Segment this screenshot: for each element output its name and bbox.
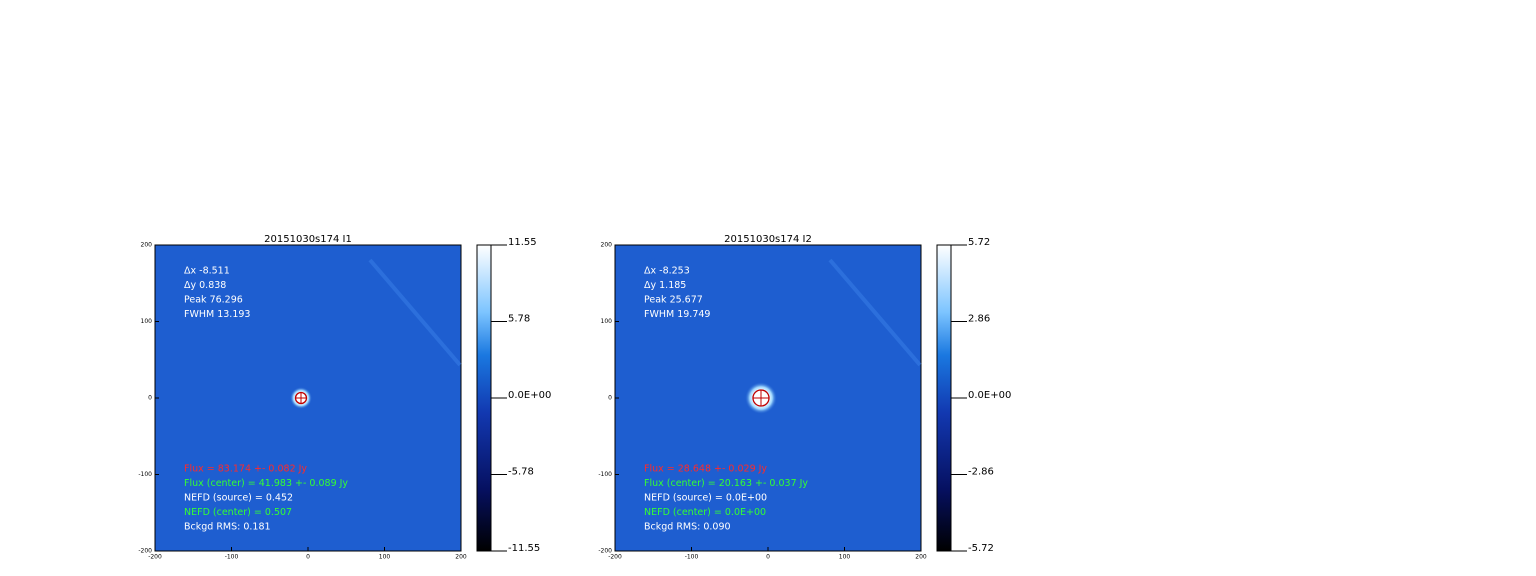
y-tick-label: 100: [601, 318, 613, 325]
colorbar-label: 11.55: [508, 237, 537, 248]
y-tick-label: -200: [138, 548, 152, 555]
annotation: Δy 1.185: [644, 280, 686, 291]
annotation: Flux (center) = 41.983 +- 0.089 Jy: [184, 478, 348, 489]
map-streak: [828, 258, 922, 367]
panel: 20151030s174 I2 200 100 0 -100 -200-200 -100 0 1…: [598, 234, 1011, 561]
annotation: Flux = 83.174 +- 0.082 Jy: [184, 464, 307, 475]
annotation: Δx -8.253: [644, 266, 690, 277]
panel-title: 20151030s174 I2: [724, 234, 812, 245]
colorbar-label: -5.78: [508, 467, 534, 478]
colorbar-label: 0.0E+00: [968, 390, 1011, 401]
x-tick-label: -200: [148, 554, 162, 561]
y-tick-label: -100: [598, 471, 612, 478]
annotation: Bckgd RMS: 0.181: [184, 522, 271, 533]
annotation: Δy 0.838: [184, 280, 226, 291]
y-tick-label: -100: [138, 471, 152, 478]
annotation: Flux = 28.648 +- 0.029 Jy: [644, 464, 767, 475]
y-tick-label: 200: [601, 242, 613, 249]
colorbar-label: 5.72: [968, 237, 990, 248]
x-tick-label: 100: [839, 554, 851, 561]
annotation: NEFD (source) = 0.0E+00: [644, 493, 767, 504]
colorbar-label: 2.86: [968, 314, 990, 325]
x-tick-label: 0: [766, 554, 770, 561]
annotation: FWHM 19.749: [644, 309, 710, 320]
panel-title: 20151030s174 I1: [264, 234, 352, 245]
colorbar: [936, 244, 952, 552]
annotation: Flux (center) = 20.163 +- 0.037 Jy: [644, 478, 808, 489]
map-streak: [368, 258, 462, 367]
y-tick-label: 200: [141, 242, 153, 249]
x-tick-label: -100: [225, 554, 239, 561]
y-tick-label: 0: [148, 395, 152, 402]
colorbar-label: -11.55: [508, 543, 540, 554]
x-tick-label: 200: [915, 554, 927, 561]
y-tick-label: 0: [608, 395, 612, 402]
x-tick-label: 100: [379, 554, 391, 561]
x-tick-label: -100: [685, 554, 699, 561]
colorbar: [476, 244, 492, 552]
colorbar-label: 5.78: [508, 314, 530, 325]
annotation: FWHM 13.193: [184, 309, 250, 320]
colorbar-label: 0.0E+00: [508, 390, 551, 401]
annotation: Peak 76.296: [184, 295, 243, 306]
colorbar-label: -5.72: [968, 543, 994, 554]
annotation: NEFD (center) = 0.507: [184, 507, 292, 518]
panel: 20151030s174 I1 200 100 0 -100 -200-200 -100 0 1…: [138, 234, 551, 561]
annotation: Δx -8.511: [184, 266, 230, 277]
annotation: NEFD (center) = 0.0E+00: [644, 507, 766, 518]
annotation: Bckgd RMS: 0.090: [644, 522, 731, 533]
colorbar-label: -2.86: [968, 467, 994, 478]
annotation: NEFD (source) = 0.452: [184, 493, 293, 504]
x-tick-label: 200: [455, 554, 467, 561]
annotation: Peak 25.677: [644, 295, 703, 306]
x-tick-label: 0: [306, 554, 310, 561]
x-tick-label: -200: [608, 554, 622, 561]
y-tick-label: 100: [141, 318, 153, 325]
y-tick-label: -200: [598, 548, 612, 555]
